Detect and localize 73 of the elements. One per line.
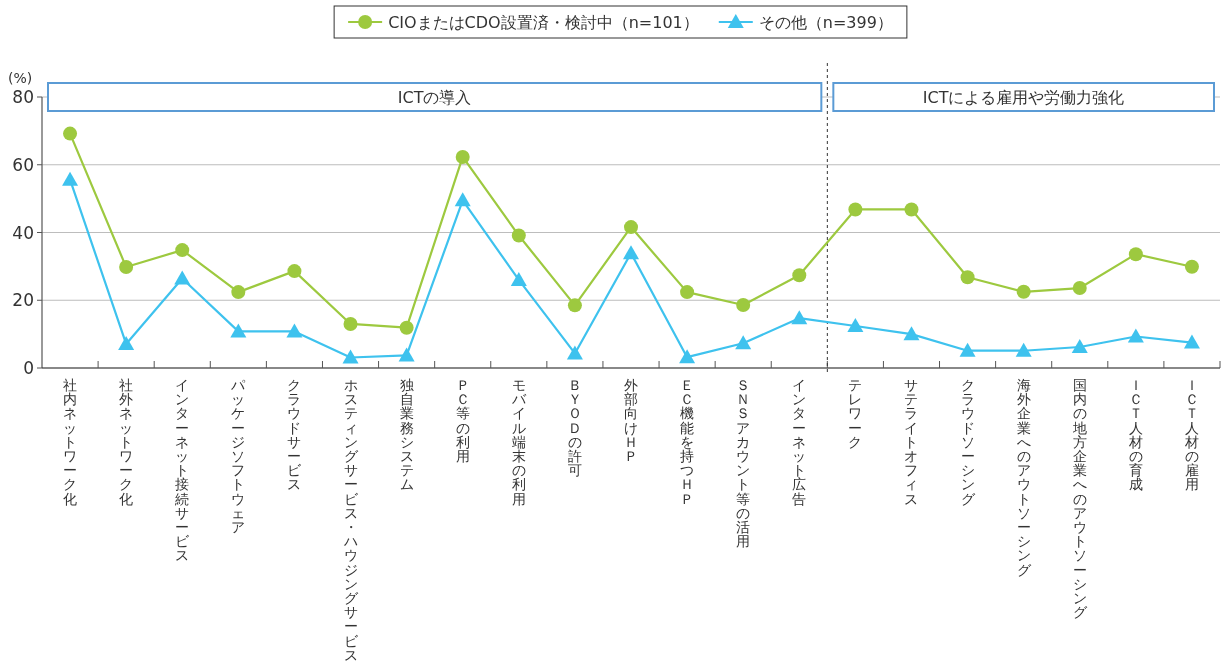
band-label: ICTによる雇用や労働力強化: [922, 88, 1125, 107]
point: [286, 323, 303, 338]
point: [118, 335, 135, 350]
y-tick-label: 40: [12, 222, 34, 243]
point: [1183, 334, 1200, 349]
category-label: クラウドソーシング: [960, 377, 975, 507]
point: [624, 220, 638, 235]
point: [959, 342, 976, 357]
point: [62, 171, 79, 186]
point: [119, 260, 134, 275]
category-label: ＳＮＳアカウント等の活用: [736, 377, 751, 550]
x-tick-label: テレワーク: [848, 377, 863, 450]
point: [1071, 339, 1088, 353]
y-axis-title: (%): [8, 70, 33, 86]
category-label: ホスティングサービス・ハウジングサービス: [343, 377, 358, 663]
point: [848, 202, 863, 217]
point: [511, 228, 526, 243]
point: [903, 326, 920, 341]
point: [230, 323, 247, 338]
x-tick-label: ＩＣＴ人材の雇用: [1183, 377, 1199, 493]
point: [623, 245, 639, 260]
point: [680, 285, 695, 300]
x-tick-label: ＰＣ等の利用: [455, 377, 470, 464]
point: [960, 270, 975, 285]
point: [510, 271, 527, 286]
point: [736, 297, 751, 312]
point: [1016, 284, 1031, 299]
category-label: モバイル端末の利用: [511, 377, 526, 507]
point: [398, 347, 415, 362]
category-label: 社内ネットワーク化: [63, 377, 78, 507]
category-label: 海外企業へのアウトソーシング: [1016, 377, 1031, 578]
point: [174, 270, 191, 285]
point: [175, 243, 190, 258]
category-label: パッケージソフトウェア: [231, 377, 246, 535]
category-label: サテライトオフィス: [904, 377, 919, 507]
x-tick-label: ＢＹＯＤの許可: [567, 377, 582, 479]
point: [679, 349, 696, 364]
point: [567, 298, 582, 313]
point: [904, 202, 919, 217]
point: [399, 320, 414, 335]
x-tick-label: 独自業務システム: [399, 377, 414, 493]
point: [454, 192, 471, 207]
point: [231, 285, 246, 300]
x-tick-label: 外部向けＨＰ: [624, 377, 638, 464]
band-label: ICTの導入: [397, 88, 472, 107]
x-tick-label: クラウドサービス: [287, 377, 303, 493]
y-tick-label: 0: [23, 358, 34, 378]
point: [791, 310, 808, 325]
y-tick-label: 20: [12, 290, 34, 311]
point: [566, 345, 583, 360]
category-label: ＥＣ機能を持つＨＰ: [680, 377, 695, 507]
category-label: 国内の地方企業へのアウトソーシング: [1072, 377, 1087, 621]
point: [287, 264, 302, 279]
point: [735, 335, 752, 350]
point: [792, 268, 807, 283]
point: [1015, 342, 1032, 357]
category-label: インターネット広告: [792, 377, 807, 507]
point: [1127, 328, 1144, 343]
legend-label: その他（n=399）: [758, 13, 893, 32]
point: [847, 318, 864, 332]
category-label: インターネット接続サービス: [175, 377, 190, 564]
point: [455, 149, 470, 164]
legend-label: CIOまたはCDO設置済・検討中（n=101）: [388, 13, 699, 32]
category-label: 社外ネットワーク化: [119, 377, 134, 507]
y-tick-label: 80: [12, 87, 34, 107]
point: [1072, 281, 1087, 296]
point: [1128, 247, 1143, 262]
point: [342, 349, 359, 364]
point: [63, 126, 78, 141]
point: [343, 316, 358, 331]
x-tick-label: ＩＣＴ人材の育成: [1127, 377, 1143, 493]
point: [1184, 259, 1199, 274]
y-tick-label: 60: [12, 154, 34, 175]
